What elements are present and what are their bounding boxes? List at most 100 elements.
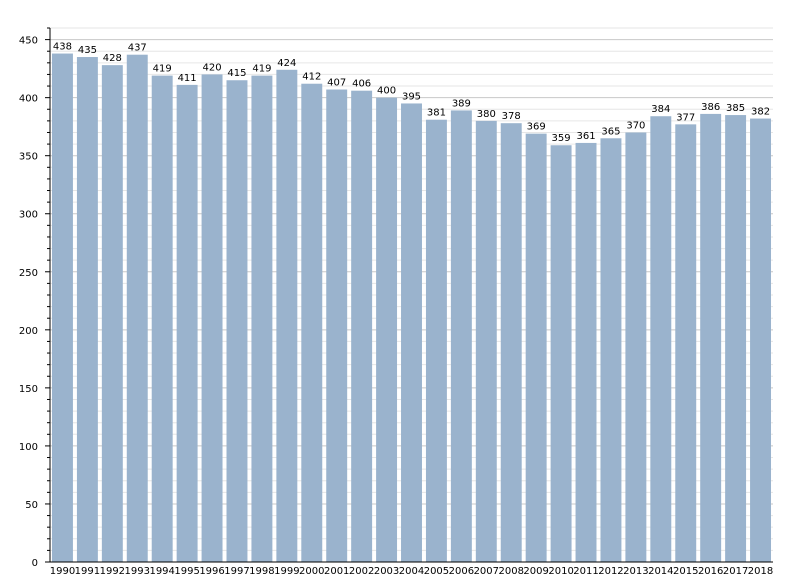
x-tick-label: 2018 (748, 566, 773, 577)
bar-1994 (151, 75, 173, 563)
y-axis: 0 50 100 150 200 250 300 350 400 450 (19, 27, 51, 569)
bar-1995 (176, 84, 198, 563)
x-tick-label: 2014 (648, 566, 673, 577)
data-label-1994: 419 (153, 64, 172, 75)
x-tick-label: 2012 (598, 566, 623, 577)
x-tick-label: 1996 (199, 566, 224, 577)
x-tick-label: 2002 (349, 566, 374, 577)
x-tick-label: 2003 (374, 566, 399, 577)
data-label-2012: 365 (601, 126, 620, 137)
data-label-2016: 386 (701, 102, 720, 113)
x-tick-label: 2004 (399, 566, 424, 577)
bar-2013 (625, 132, 647, 562)
bar-2009 (525, 133, 547, 562)
data-label-1993: 437 (128, 43, 147, 54)
data-label-2007: 380 (477, 109, 496, 120)
x-tick-label: 2009 (523, 566, 548, 577)
y-tick-label: 450 (19, 36, 38, 47)
bar-2001 (326, 89, 348, 562)
y-tick-label: 150 (19, 384, 38, 395)
data-label-1991: 435 (78, 45, 97, 56)
x-tick-label: 2011 (573, 566, 598, 577)
data-label-2018: 382 (751, 107, 770, 118)
x-tick-label: 2007 (474, 566, 499, 577)
x-tick-label: 2005 (424, 566, 449, 577)
x-tick-label: 2001 (324, 566, 349, 577)
bar-2018 (750, 118, 772, 563)
y-tick-label: 200 (19, 326, 38, 337)
bar-2004 (401, 103, 422, 563)
bar-2012 (600, 138, 622, 563)
x-tick-label: 1990 (50, 566, 75, 577)
data-label-2013: 370 (626, 120, 645, 131)
data-label-1995: 411 (178, 73, 197, 84)
bar-2015 (675, 124, 697, 562)
y-tick-label: 250 (19, 268, 38, 279)
bar-2016 (700, 113, 722, 562)
data-label-2004: 395 (402, 91, 421, 102)
bar-1992 (101, 65, 123, 562)
y-tick-label: 50 (25, 500, 38, 511)
x-tick-label: 2017 (723, 566, 748, 577)
bar-1991 (76, 57, 98, 563)
data-label-2010: 359 (552, 133, 571, 144)
bar-2010 (550, 145, 572, 562)
bar-2006 (450, 110, 472, 562)
data-label-2000: 412 (302, 72, 321, 83)
x-tick-label: 2016 (698, 566, 723, 577)
data-label-2009: 369 (527, 122, 546, 133)
x-tick-label: 2008 (498, 566, 523, 577)
x-tick-label: 2013 (623, 566, 648, 577)
data-label-2003: 400 (377, 86, 396, 97)
y-tick-label: 350 (19, 152, 38, 163)
data-label-2014: 384 (651, 104, 670, 115)
bar-2002 (351, 90, 373, 563)
x-tick-label: 2015 (673, 566, 698, 577)
x-tick-label: 1999 (274, 566, 299, 577)
bar-2017 (725, 115, 747, 562)
bar-1993 (126, 54, 148, 562)
data-label-1992: 428 (103, 53, 122, 64)
data-label-2011: 361 (576, 131, 595, 142)
y-tick-label: 0 (32, 558, 38, 569)
x-tick-label: 1998 (249, 566, 274, 577)
data-label-1997: 415 (227, 68, 246, 79)
x-tick-label: 2000 (299, 566, 324, 577)
data-label-1990: 438 (53, 42, 72, 53)
x-axis: 1990 1991 1992 1993 1994 1995 1996 1997 1998 1999… (50, 561, 773, 577)
data-label-1996: 420 (203, 62, 222, 73)
bar-2011 (575, 142, 597, 562)
data-label-1999: 424 (277, 58, 296, 69)
bar-2008 (500, 123, 522, 562)
data-label-2002: 406 (352, 79, 371, 90)
x-tick-label: 1991 (75, 566, 100, 577)
x-tick-label: 1994 (149, 566, 174, 577)
x-tick-label: 1995 (174, 566, 199, 577)
bar-2007 (475, 120, 497, 562)
bar-1997 (226, 80, 248, 562)
data-label-2015: 377 (676, 112, 695, 123)
data-labels: 438 435 428 437 419 411 420 415 419 424 412 407 406 4… (53, 42, 770, 145)
x-tick-label: 1993 (125, 566, 150, 577)
x-tick-label: 1992 (100, 566, 125, 577)
x-tick-label: 2006 (449, 566, 474, 577)
data-label-2005: 381 (427, 108, 446, 119)
bar-2005 (425, 119, 447, 563)
bar-1998 (251, 75, 273, 563)
bar-1996 (201, 74, 223, 562)
bar-2003 (376, 97, 398, 563)
x-tick-label: 2010 (548, 566, 573, 577)
x-tick-label: 1997 (224, 566, 249, 577)
data-label-1998: 419 (252, 64, 271, 75)
data-label-2006: 389 (452, 98, 471, 109)
y-tick-label: 400 (19, 94, 38, 105)
y-tick-label: 300 (19, 210, 38, 221)
y-tick-label: 100 (19, 442, 38, 453)
bar-2000 (301, 83, 323, 562)
bar-1990 (51, 53, 73, 563)
bars (51, 53, 772, 563)
bar-1999 (276, 69, 298, 562)
data-label-2008: 378 (502, 111, 521, 122)
